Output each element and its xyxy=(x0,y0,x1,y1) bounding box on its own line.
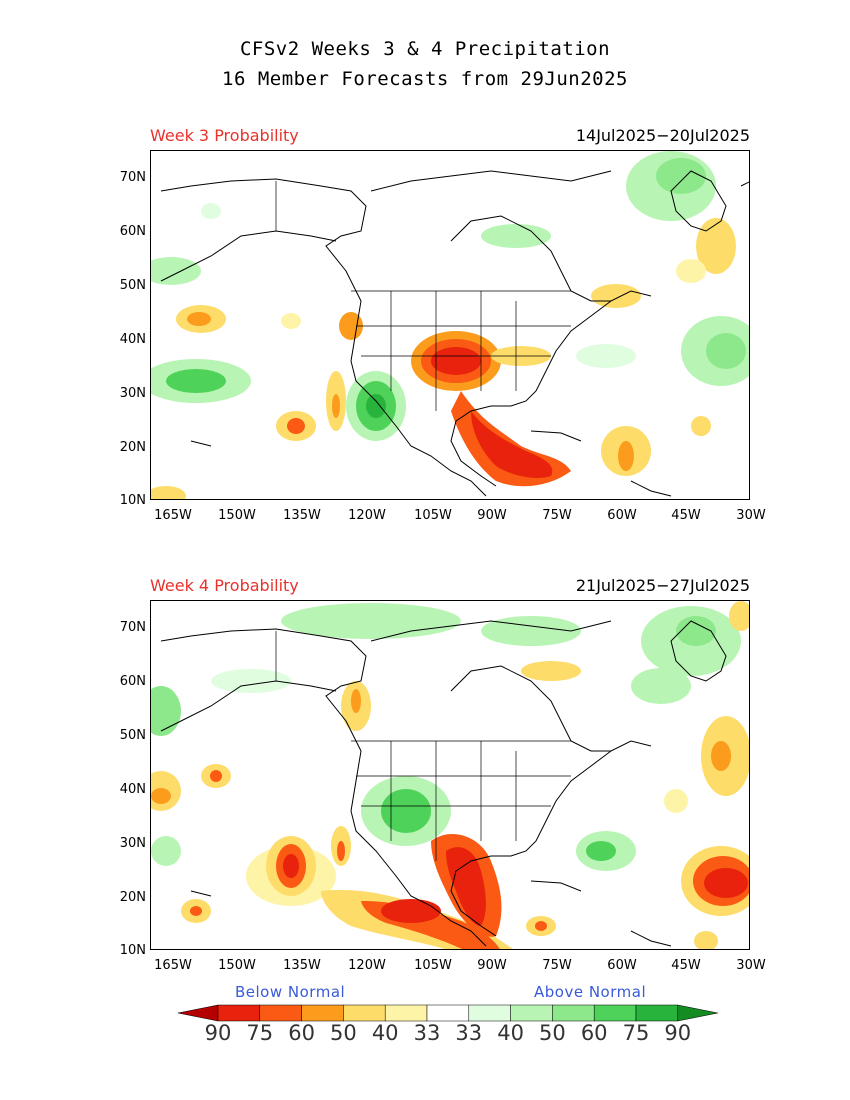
legend-swatch xyxy=(259,1004,302,1022)
legend-below-normal-label: Below Normal xyxy=(235,983,346,1001)
legend-swatch xyxy=(426,1004,470,1022)
week4-map-svg xyxy=(151,601,749,949)
week3-lon-label: 30W xyxy=(736,508,766,523)
week4-shading xyxy=(151,601,749,949)
legend-swatch xyxy=(301,1004,344,1022)
week3-lat-label: 40N xyxy=(119,332,146,347)
legend-value: 90 xyxy=(204,1021,232,1045)
legend-arrow-right xyxy=(677,1004,718,1022)
week4-lon-label: 120W xyxy=(348,958,386,973)
legend-value: 50 xyxy=(539,1021,566,1045)
week3-state-borders xyxy=(275,181,571,411)
week3-coastlines xyxy=(160,170,749,497)
week4-lon-label: 90W xyxy=(477,958,507,973)
week4-lat-label: 60N xyxy=(119,674,146,689)
week3-map-svg xyxy=(151,151,749,499)
legend-value: 75 xyxy=(622,1021,650,1045)
week4-lon-label: 45W xyxy=(671,958,701,973)
week3-lat-label: 10N xyxy=(119,493,146,508)
legend-swatch xyxy=(343,1004,386,1022)
legend-value: 60 xyxy=(580,1021,608,1045)
week4-lon-label: 135W xyxy=(283,958,321,973)
legend-swatch xyxy=(510,1004,553,1022)
week3-lat-label: 50N xyxy=(119,278,146,293)
legend-swatch xyxy=(217,1004,261,1022)
legend-value: 50 xyxy=(330,1021,357,1045)
legend-swatch xyxy=(552,1004,595,1022)
week3-lat-label: 60N xyxy=(119,224,146,239)
week4-lon-label: 150W xyxy=(218,958,256,973)
week4-lat-label: 70N xyxy=(119,620,146,635)
week3-lon-label: 135W xyxy=(283,508,321,523)
legend-value: 40 xyxy=(497,1021,524,1045)
week4-lat-label: 40N xyxy=(119,782,146,797)
legend-above-normal-label: Above Normal xyxy=(534,983,647,1001)
legend-swatch xyxy=(468,1004,511,1022)
legend-value: 90 xyxy=(664,1021,692,1045)
week3-panel-label: Week 3 Probability xyxy=(150,126,299,145)
week4-state-borders xyxy=(275,631,571,861)
figure-title-line1: CFSv2 Weeks 3 & 4 Precipitation xyxy=(239,38,611,60)
week4-lat-label: 10N xyxy=(119,943,146,958)
week3-lat-label: 70N xyxy=(119,170,146,185)
legend-swatch xyxy=(593,1004,637,1022)
legend-colorbar xyxy=(177,1004,718,1022)
week3-lon-label: 150W xyxy=(218,508,256,523)
week3-lon-label: 120W xyxy=(348,508,386,523)
week4-lon-label: 75W xyxy=(542,958,572,973)
legend-value: 40 xyxy=(371,1021,399,1045)
week3-panel-dates: 14Jul2025−20Jul2025 xyxy=(575,126,750,145)
week3-lon-label: 60W xyxy=(607,508,637,523)
week4-lon-label: 60W xyxy=(607,958,637,973)
week4-lon-label: 165W xyxy=(154,958,192,973)
legend-value: 75 xyxy=(246,1021,274,1045)
week4-lon-label: 30W xyxy=(736,958,766,973)
legend-value: 33 xyxy=(455,1021,483,1045)
week3-lat-label: 20N xyxy=(119,440,146,455)
legend-swatches xyxy=(177,1004,718,1022)
week4-panel-dates: 21Jul2025−27Jul2025 xyxy=(575,576,750,595)
legend-value: 60 xyxy=(288,1021,315,1045)
week3-lon-label: 165W xyxy=(154,508,192,523)
week3-lon-label: 90W xyxy=(477,508,507,523)
week3-lon-label: 45W xyxy=(671,508,701,523)
week4-lat-label: 50N xyxy=(119,728,146,743)
legend-swatch xyxy=(384,1004,428,1022)
week4-lon-label: 105W xyxy=(414,958,452,973)
legend-swatch xyxy=(635,1004,679,1022)
week4-map xyxy=(150,600,750,950)
week3-map xyxy=(150,150,750,500)
week3-lon-label: 75W xyxy=(542,508,572,523)
week4-panel-label: Week 4 Probability xyxy=(150,576,299,595)
week3-lat-label: 30N xyxy=(119,386,146,401)
week3-shading xyxy=(151,151,749,499)
week4-coastlines xyxy=(160,620,727,947)
legend-arrow-left xyxy=(177,1004,219,1022)
week4-lat-label: 30N xyxy=(119,836,146,851)
legend-value: 33 xyxy=(413,1021,441,1045)
week3-lon-label: 105W xyxy=(414,508,452,523)
week4-lat-label: 20N xyxy=(119,890,146,905)
figure-title-line2: 16 Member Forecasts from 29Jun2025 xyxy=(222,68,628,90)
